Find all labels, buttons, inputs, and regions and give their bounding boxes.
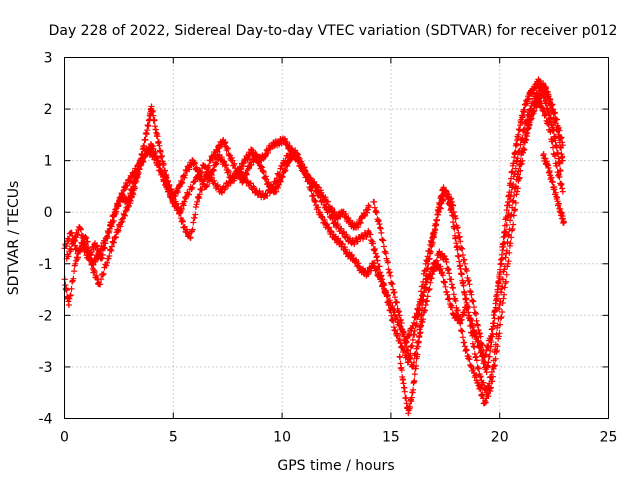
- y-tick-label: -1: [39, 257, 53, 273]
- x-axis-label: GPS time / hours: [277, 458, 394, 474]
- series-track-f: [540, 151, 567, 226]
- y-tick-label: 2: [44, 102, 53, 118]
- plus-markers: [61, 103, 373, 288]
- x-tick-label: 0: [60, 430, 69, 446]
- series-track-c: [63, 80, 566, 360]
- data-points: [61, 76, 567, 417]
- y-tick-label: 3: [44, 51, 53, 67]
- plus-markers: [370, 95, 566, 407]
- x-tick-label: 25: [600, 430, 618, 446]
- x-tick-label: 20: [491, 430, 509, 446]
- series-track-a: [61, 103, 373, 288]
- y-tick-label: 0: [44, 205, 53, 221]
- y-tick-label: 1: [44, 154, 53, 170]
- y-ticks: -4 -3 -2 -1 0 1 2 3: [39, 51, 609, 428]
- x-tick-label: 10: [273, 430, 291, 446]
- plot-frame: [64, 57, 609, 419]
- x-ticks: 0 5 10 15 20 25: [60, 57, 618, 446]
- y-axis-label: SDTVAR / TECUs: [6, 181, 22, 296]
- plus-markers: [63, 80, 566, 360]
- plus-markers: [396, 76, 564, 417]
- y-tick-label: -3: [39, 360, 53, 376]
- x-tick-label: 15: [382, 430, 400, 446]
- y-tick-label: -2: [39, 308, 53, 324]
- x-tick-label: 5: [169, 430, 178, 446]
- plus-markers: [540, 151, 567, 226]
- series-track-e: [396, 76, 564, 417]
- series-track-d: [370, 95, 566, 407]
- chart-title: Day 228 of 2022, Sidereal Day-to-day VTE…: [49, 23, 618, 39]
- y-tick-label: -4: [39, 412, 53, 428]
